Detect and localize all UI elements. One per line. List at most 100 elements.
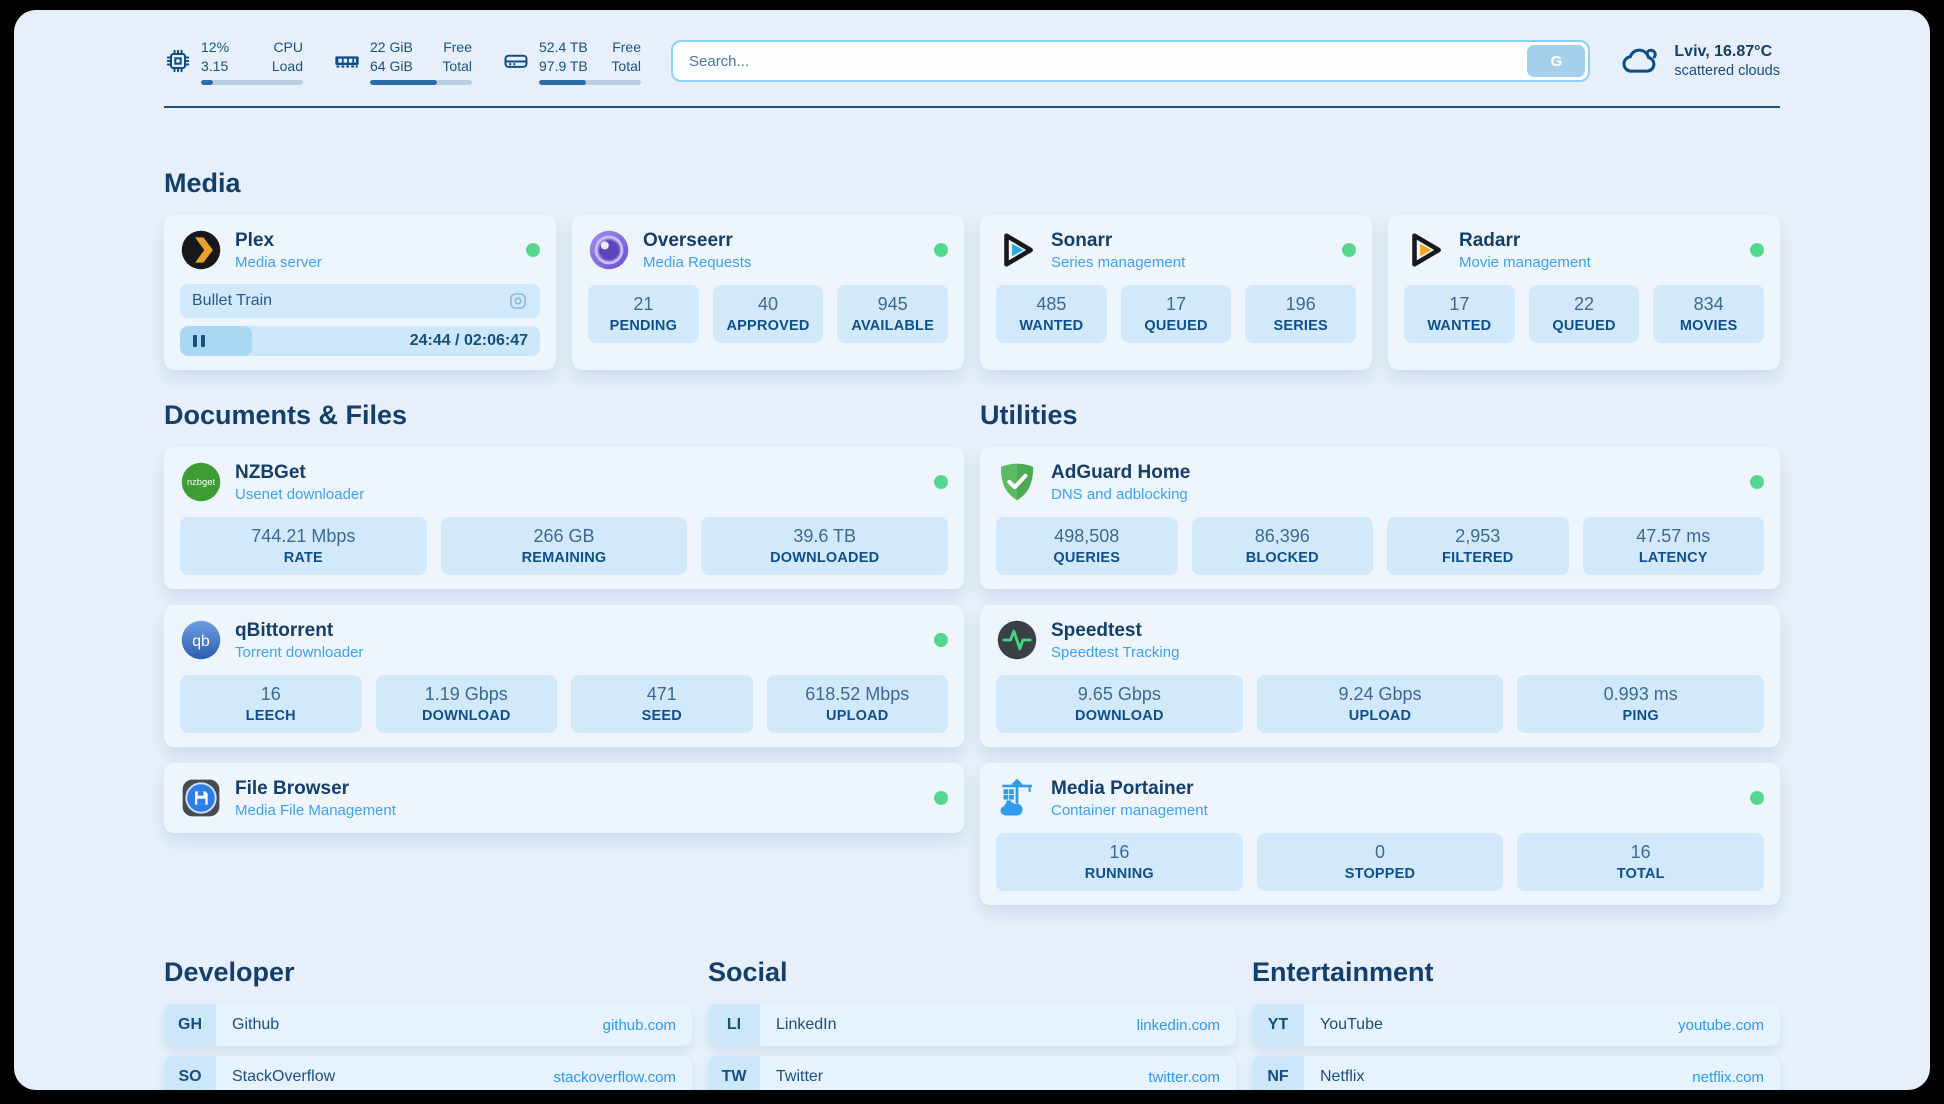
search-input[interactable] — [671, 40, 1591, 82]
now-playing-title: Bullet Train — [192, 292, 273, 309]
link-abbr-badge: GH — [164, 1004, 216, 1046]
link-github[interactable]: GH Github github.com — [164, 1004, 692, 1046]
radarr-card[interactable]: Radarr Movie management 17 WANTED 22 QUEUE… — [1388, 215, 1780, 370]
stat-upload: 618.52 Mbps UPLOAD — [766, 675, 948, 733]
section-title-entertainment: Entertainment — [1252, 957, 1434, 987]
disk-widget: 52.4 TB 97.9 TB Free Total — [502, 38, 641, 85]
service-title: Plex — [235, 229, 275, 251]
stat-downloaded: 39.6 TB DOWNLOADED — [701, 517, 949, 575]
search-engine-button[interactable]: G — [1527, 45, 1586, 77]
service-title: File Browser — [235, 777, 350, 799]
stat-running: 16 RUNNING — [996, 833, 1243, 891]
portainer-crane-icon — [996, 777, 1038, 819]
stat-queries: 498,508 QUERIES — [996, 517, 1178, 575]
playback-progress-bar: 24:44 / 02:06:47 — [180, 326, 540, 356]
service-subtitle: Usenet downloader — [235, 485, 365, 503]
service-title: Speedtest — [1051, 619, 1142, 641]
cpu-label2: Load — [271, 57, 303, 74]
system-stats: 12% 3.15 CPU Load — [164, 38, 641, 85]
ram-label2: Total — [442, 57, 472, 74]
service-subtitle: Media File Management — [235, 801, 396, 819]
ram-widget: 22 GiB 64 GiB Free Total — [333, 38, 472, 85]
dashboard-panel: 12% 3.15 CPU Load — [14, 10, 1930, 1090]
link-stackoverflow[interactable]: SO StackOverflow stackoverflow.com — [164, 1056, 692, 1090]
speedtest-pulse-icon — [996, 619, 1038, 661]
link-netflix[interactable]: NF Netflix netflix.com — [1252, 1056, 1780, 1090]
cloud-icon — [1620, 41, 1662, 82]
stat-remaining: 266 GB REMAINING — [440, 517, 688, 575]
playback-time: 24:44 / 02:06:47 — [409, 332, 528, 349]
nzbget-icon: nzbget — [180, 461, 222, 503]
qbittorrent-card[interactable]: qb qBittorrent Torrent downloader 16 LEEC… — [164, 605, 964, 747]
search-bar: G — [671, 40, 1591, 82]
link-youtube[interactable]: YT YouTube youtube.com — [1252, 1004, 1780, 1046]
cpu-load-avg: 3.15 — [201, 57, 229, 74]
service-title: Overseerr — [643, 229, 733, 251]
disk-progress-bar — [539, 79, 641, 85]
status-dot — [934, 475, 948, 489]
service-subtitle: Torrent downloader — [235, 643, 364, 661]
adguard-card[interactable]: AdGuard Home DNS and adblocking 498,508 Q… — [980, 447, 1780, 589]
cpu-label: CPU — [273, 38, 303, 55]
status-dot — [934, 243, 948, 257]
service-title: Radarr — [1459, 229, 1521, 251]
stat-wanted: 485 WANTED — [996, 285, 1107, 343]
svg-text:nzbget: nzbget — [187, 477, 216, 488]
ram-progress-bar — [370, 79, 472, 85]
disk-free: 52.4 TB — [539, 38, 588, 55]
header-divider — [164, 106, 1780, 108]
service-title: Sonarr — [1051, 229, 1113, 251]
link-abbr-badge: SO — [164, 1056, 216, 1090]
stat-total: 16 TOTAL — [1517, 833, 1765, 891]
plex-card[interactable]: Plex Media server Bullet Train — [164, 215, 556, 370]
stat-wanted: 17 WANTED — [1404, 285, 1515, 343]
link-abbr-badge: NF — [1252, 1056, 1304, 1090]
stat-available: 945 AVAILABLE — [837, 285, 949, 343]
link-abbr-badge: YT — [1252, 1004, 1304, 1046]
service-subtitle: Media server — [235, 253, 322, 271]
plex-icon — [180, 229, 222, 271]
stat-seed: 471 SEED — [571, 675, 753, 733]
status-dot — [934, 791, 948, 805]
speedtest-card[interactable]: Speedtest Speedtest Tracking 9.65 Gbps DO… — [980, 605, 1780, 747]
ram-total: 64 GiB — [370, 57, 413, 74]
pause-icon — [192, 333, 206, 349]
service-title: qBittorrent — [235, 619, 334, 641]
nzbget-card[interactable]: nzbget NZBGet Usenet downloader 744.21 M… — [164, 447, 964, 589]
overseerr-icon — [588, 229, 630, 271]
svg-text:qb: qb — [192, 633, 210, 650]
cpu-value: 12% — [201, 38, 230, 55]
link-linkedin[interactable]: LI LinkedIn linkedin.com — [708, 1004, 1236, 1046]
stat-leech: 16 LEECH — [180, 675, 362, 733]
now-playing-row: Bullet Train — [180, 284, 540, 318]
link-abbr-badge: TW — [708, 1056, 760, 1090]
stat-download: 1.19 Gbps DOWNLOAD — [375, 675, 557, 733]
link-abbr-badge: LI — [708, 1004, 760, 1046]
weather-widget: Lviv, 16.87°C scattered clouds — [1620, 41, 1780, 82]
disk-total: 97.9 TB — [539, 57, 588, 74]
weather-condition: scattered clouds — [1674, 63, 1780, 79]
filebrowser-card[interactable]: File Browser Media File Management — [164, 763, 964, 833]
stat-ping: 0.993 ms PING — [1517, 675, 1765, 733]
service-title: NZBGet — [235, 461, 306, 483]
stat-filtered: 2,953 FILTERED — [1387, 517, 1569, 575]
link-twitter[interactable]: TW Twitter twitter.com — [708, 1056, 1236, 1090]
disk-label: Free — [612, 38, 641, 55]
service-subtitle: Movie management — [1459, 253, 1591, 271]
radarr-icon — [1404, 229, 1446, 271]
overseerr-card[interactable]: Overseerr Media Requests 21 PENDING 40 APP… — [572, 215, 964, 370]
sonarr-card[interactable]: Sonarr Series management 485 WANTED 17 QUE… — [980, 215, 1372, 370]
portainer-card[interactable]: Media Portainer Container management 16 R… — [980, 763, 1780, 905]
status-dot — [934, 633, 948, 647]
section-title-social: Social — [708, 957, 788, 987]
sonarr-icon — [996, 229, 1038, 271]
video-lens-icon[interactable] — [508, 291, 528, 311]
top-bar: 12% 3.15 CPU Load — [14, 32, 1930, 90]
service-subtitle: Media Requests — [643, 253, 752, 271]
service-title: AdGuard Home — [1051, 461, 1191, 483]
stat-approved: 40 APPROVED — [712, 285, 824, 343]
ram-label: Free — [443, 38, 472, 55]
disk-label2: Total — [611, 57, 641, 74]
section-title-utilities: Utilities — [980, 400, 1078, 430]
adguard-shield-icon — [996, 461, 1038, 503]
